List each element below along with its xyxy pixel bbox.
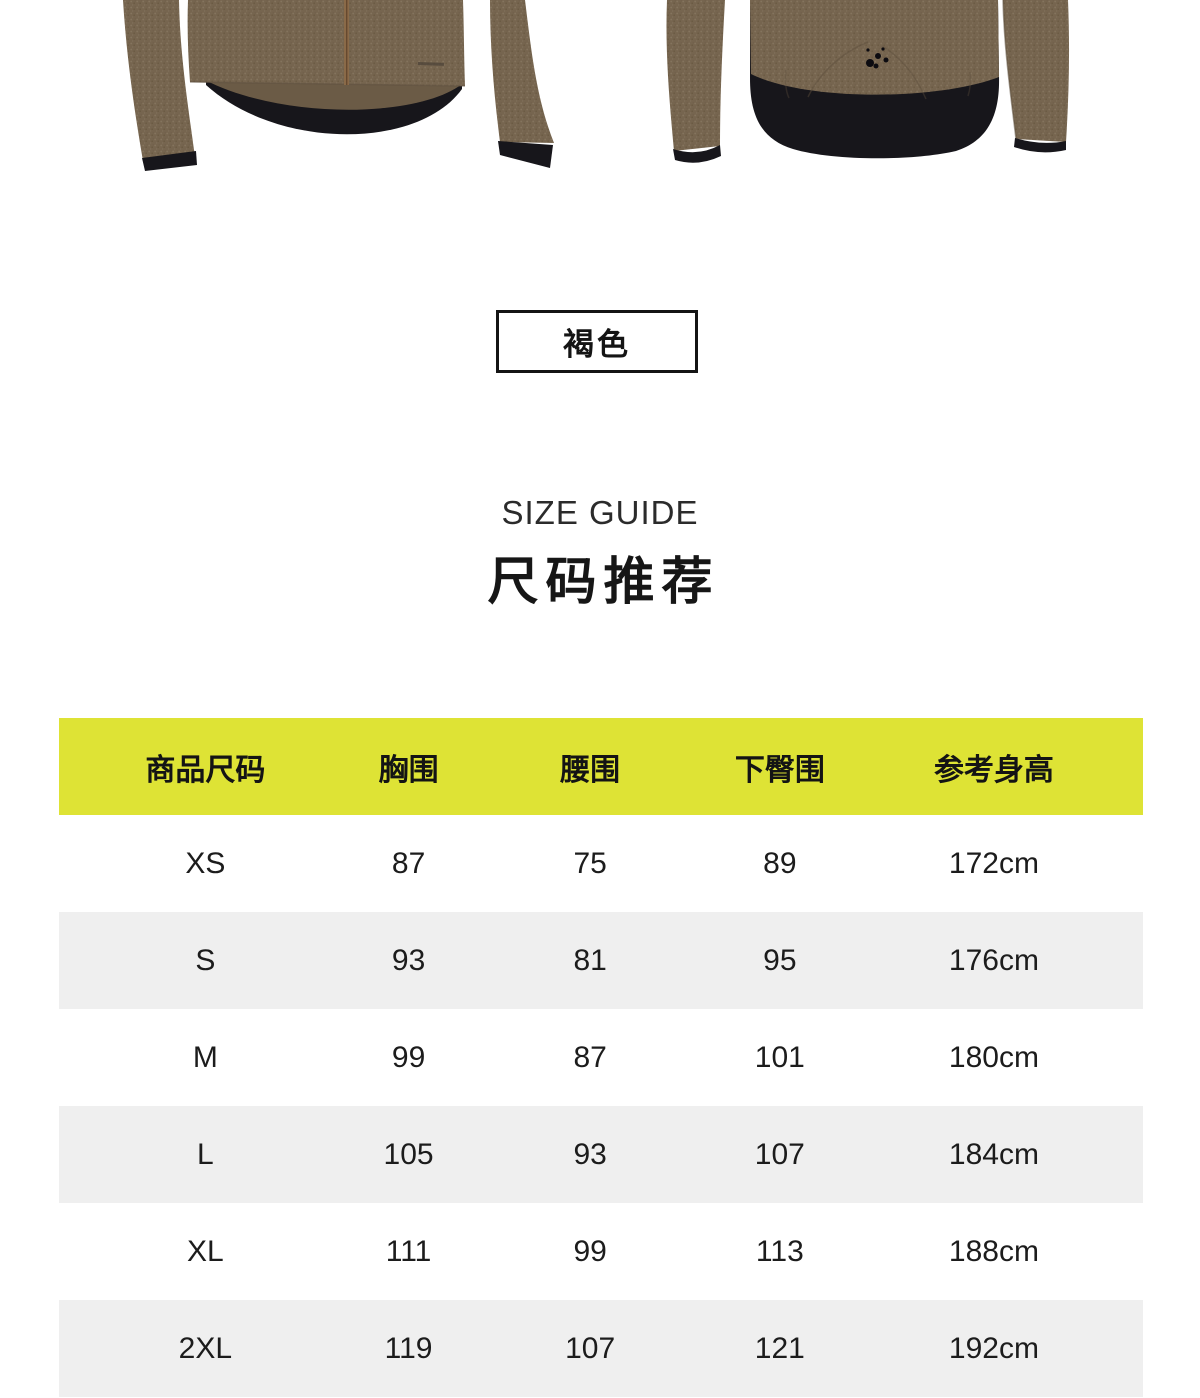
size-cell: 107 (714, 1106, 845, 1203)
product-image-jacket-back (666, 0, 1070, 163)
size-cell: 99 (351, 1009, 466, 1106)
size-cell: 95 (714, 912, 845, 1009)
size-cell: 75 (465, 815, 715, 912)
size-cell: 89 (714, 815, 845, 912)
size-cell: S (59, 912, 352, 1009)
size-cell: 107 (465, 1300, 715, 1397)
size-cell: XS (59, 815, 352, 912)
front-right-sleeve (490, 0, 554, 168)
color-label-box: 褐色 (496, 310, 698, 373)
header-waist: 腰围 (465, 718, 715, 815)
size-table-header-row: 商品尺码 胸围 腰围 下臀围 参考身高 (59, 718, 1143, 815)
size-cell: 101 (714, 1009, 845, 1106)
size-cell: 113 (714, 1203, 845, 1300)
size-cell: 119 (351, 1300, 466, 1397)
size-cell: 121 (714, 1300, 845, 1397)
back-right-sleeve (1002, 0, 1070, 153)
size-cell: 99 (465, 1203, 715, 1300)
size-row-m: M 99 87 101 180cm (59, 1009, 1143, 1106)
front-body (187, 0, 466, 87)
product-image-jacket-front (123, 0, 554, 171)
header-product-size: 商品尺码 (59, 718, 352, 815)
size-cell: 188cm (844, 1203, 1143, 1300)
size-cell: M (59, 1009, 352, 1106)
size-cell: 93 (465, 1106, 715, 1203)
size-cell: 93 (351, 912, 466, 1009)
size-guide-eyebrow: SIZE GUIDE (501, 494, 699, 531)
header-chest: 胸围 (351, 718, 466, 815)
size-cell: 87 (351, 815, 466, 912)
size-cell: 184cm (844, 1106, 1143, 1203)
size-row-l: L 105 93 107 184cm (59, 1106, 1143, 1203)
size-cell: 111 (351, 1203, 466, 1300)
craft-logo-dots (866, 47, 889, 69)
back-body (750, 0, 1000, 159)
header-hip: 下臀围 (714, 718, 845, 815)
size-cell: 81 (465, 912, 715, 1009)
size-guide-title: 尺码推荐 (487, 553, 720, 610)
size-cell: XL (59, 1203, 352, 1300)
size-row-xs: XS 87 75 89 172cm (59, 815, 1143, 912)
color-label-text: 褐色 (563, 327, 631, 362)
chest-logo-text (417, 62, 444, 66)
size-cell: L (59, 1106, 352, 1203)
size-cell: 105 (351, 1106, 466, 1203)
size-table: 商品尺码 胸围 腰围 下臀围 参考身高 XS 87 75 89 172cm S … (59, 718, 1143, 1397)
size-cell: 2XL (59, 1300, 352, 1397)
size-cell: 87 (465, 1009, 715, 1106)
back-left-sleeve (666, 0, 725, 163)
size-row-2xl: 2XL 119 107 121 192cm (59, 1300, 1143, 1397)
size-row-s: S 93 81 95 176cm (59, 912, 1143, 1009)
header-height: 参考身高 (844, 718, 1143, 815)
size-cell: 192cm (844, 1300, 1143, 1397)
size-cell: 180cm (844, 1009, 1143, 1106)
size-cell: 172cm (844, 815, 1143, 912)
front-left-sleeve (123, 0, 197, 171)
size-row-xl: XL 111 99 113 188cm (59, 1203, 1143, 1300)
size-cell: 176cm (844, 912, 1143, 1009)
